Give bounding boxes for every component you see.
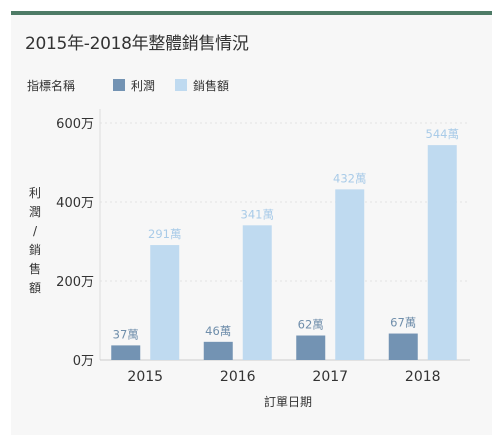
bar-sales-2018 (427, 145, 457, 360)
legend-label-2: 銷售額 (193, 78, 229, 93)
data-label-profit-2017: 62萬 (298, 318, 324, 332)
y-tick-label-1: 0万 (73, 354, 94, 369)
y-axis-title-char-6: 額 (29, 281, 41, 295)
chart-card: 2015年-2018年整體銷售情況 (11, 11, 492, 435)
bar-profit-2018 (388, 333, 418, 360)
data-label-sales-2017: 432萬 (333, 171, 366, 185)
bar-sales-2017 (335, 189, 365, 360)
x-tick-label-2017: 2017 (312, 369, 348, 385)
x-axis-title: 訂單日期 (264, 394, 312, 409)
bar-sales-2015 (150, 245, 180, 360)
y-tick-label-4: 600万 (56, 117, 94, 132)
bar-sales-2016 (242, 225, 272, 360)
bar-profit-2015 (111, 345, 141, 360)
chart-title: 2015年-2018年整體銷售情況 (25, 34, 249, 54)
data-label-profit-2016: 46萬 (205, 324, 231, 338)
x-tick-label-2018: 2018 (405, 369, 441, 385)
y-axis-title-char-1: 利 (29, 186, 41, 200)
y-tick-label-2: 200万 (56, 275, 94, 290)
data-label-sales-2015: 291萬 (148, 227, 181, 241)
data-label-profit-2018: 67萬 (390, 316, 416, 330)
legend-label-1: 利潤 (131, 79, 155, 93)
legend-swatch-1 (113, 79, 125, 91)
data-label-sales-2016: 341萬 (241, 207, 274, 221)
x-tick-label-2016: 2016 (220, 369, 256, 385)
y-axis-title-char-5: 售 (29, 261, 41, 276)
x-tick-label-2015: 2015 (127, 369, 163, 385)
y-axis-title-char-3: / (33, 224, 38, 238)
bar-profit-2017 (296, 335, 326, 360)
y-tick-label-3: 400万 (56, 196, 94, 211)
y-axis-title-char-2: 潤 (29, 205, 41, 219)
y-axis-title-char-4: 銷 (29, 242, 41, 257)
data-label-sales-2018: 544萬 (426, 127, 459, 141)
legend-swatch-2 (175, 79, 187, 91)
legend-title: 指標名稱 (27, 78, 75, 93)
data-label-profit-2015: 37萬 (113, 327, 139, 341)
bar-profit-2016 (203, 341, 233, 360)
